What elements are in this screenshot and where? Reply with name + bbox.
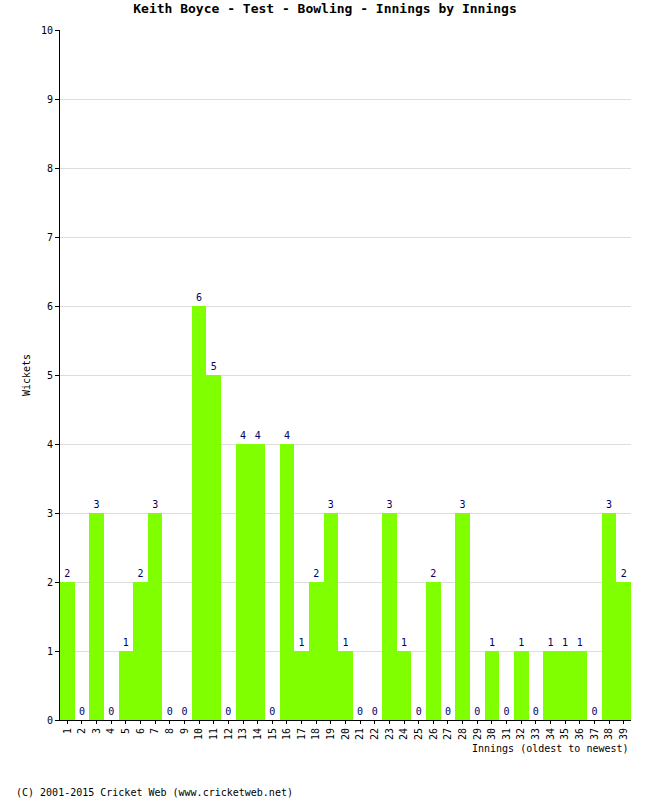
svg-text:1: 1 xyxy=(577,637,583,648)
svg-text:Keith Boyce - Test - Bowling -: Keith Boyce - Test - Bowling - Innings b… xyxy=(133,1,517,16)
svg-text:0: 0 xyxy=(108,706,114,717)
svg-text:0: 0 xyxy=(181,706,187,717)
svg-text:4: 4 xyxy=(255,430,261,441)
svg-text:1: 1 xyxy=(342,637,348,648)
svg-text:30: 30 xyxy=(486,728,497,740)
svg-text:13: 13 xyxy=(237,728,248,740)
svg-text:7: 7 xyxy=(47,232,53,243)
svg-text:2: 2 xyxy=(47,577,53,588)
svg-text:0: 0 xyxy=(533,706,539,717)
svg-text:4: 4 xyxy=(47,439,53,450)
svg-text:2: 2 xyxy=(76,728,87,734)
svg-text:0: 0 xyxy=(591,706,597,717)
svg-text:12: 12 xyxy=(223,728,234,740)
svg-text:26: 26 xyxy=(428,728,439,740)
svg-text:0: 0 xyxy=(416,706,422,717)
svg-text:8: 8 xyxy=(164,728,175,734)
svg-text:21: 21 xyxy=(354,728,365,740)
svg-text:32: 32 xyxy=(515,728,526,740)
svg-text:(C) 2001-2015 Cricket Web (www: (C) 2001-2015 Cricket Web (www.cricketwe… xyxy=(16,787,293,798)
svg-text:3: 3 xyxy=(91,728,102,734)
svg-text:0: 0 xyxy=(474,706,480,717)
svg-text:6: 6 xyxy=(135,728,146,734)
svg-text:1: 1 xyxy=(123,637,129,648)
svg-text:Innings (oldest to newest): Innings (oldest to newest) xyxy=(472,743,629,754)
svg-text:25: 25 xyxy=(413,728,424,740)
svg-text:22: 22 xyxy=(369,728,380,740)
svg-text:20: 20 xyxy=(340,728,351,740)
svg-text:0: 0 xyxy=(357,706,363,717)
svg-text:14: 14 xyxy=(252,728,263,740)
svg-text:1: 1 xyxy=(299,637,305,648)
svg-text:2: 2 xyxy=(138,568,144,579)
svg-text:0: 0 xyxy=(167,706,173,717)
svg-text:34: 34 xyxy=(545,728,556,740)
svg-text:1: 1 xyxy=(489,637,495,648)
svg-text:0: 0 xyxy=(504,706,510,717)
svg-text:1: 1 xyxy=(562,637,568,648)
svg-text:1: 1 xyxy=(547,637,553,648)
svg-text:37: 37 xyxy=(589,728,600,740)
svg-text:7: 7 xyxy=(149,728,160,734)
svg-text:0: 0 xyxy=(225,706,231,717)
svg-text:24: 24 xyxy=(398,728,409,740)
svg-text:29: 29 xyxy=(472,728,483,740)
svg-text:0: 0 xyxy=(445,706,451,717)
svg-text:3: 3 xyxy=(328,499,334,510)
svg-text:23: 23 xyxy=(384,728,395,740)
svg-text:4: 4 xyxy=(105,728,116,734)
svg-text:3: 3 xyxy=(94,499,100,510)
svg-text:3: 3 xyxy=(460,499,466,510)
svg-text:11: 11 xyxy=(208,728,219,740)
svg-text:1: 1 xyxy=(62,728,73,734)
svg-text:38: 38 xyxy=(603,728,614,740)
svg-text:1: 1 xyxy=(401,637,407,648)
svg-text:15: 15 xyxy=(267,728,278,740)
svg-text:9: 9 xyxy=(179,728,190,734)
svg-text:5: 5 xyxy=(211,361,217,372)
svg-text:2: 2 xyxy=(621,568,627,579)
svg-text:9: 9 xyxy=(47,94,53,105)
svg-text:2: 2 xyxy=(313,568,319,579)
svg-text:3: 3 xyxy=(606,499,612,510)
svg-text:5: 5 xyxy=(47,370,53,381)
svg-text:18: 18 xyxy=(310,728,321,740)
svg-text:16: 16 xyxy=(281,728,292,740)
svg-text:3: 3 xyxy=(152,499,158,510)
svg-text:17: 17 xyxy=(296,728,307,740)
svg-text:39: 39 xyxy=(618,728,629,740)
svg-text:2: 2 xyxy=(430,568,436,579)
svg-text:27: 27 xyxy=(442,728,453,740)
svg-text:0: 0 xyxy=(79,706,85,717)
svg-text:1: 1 xyxy=(518,637,524,648)
svg-text:6: 6 xyxy=(47,301,53,312)
svg-text:19: 19 xyxy=(325,728,336,740)
svg-text:0: 0 xyxy=(372,706,378,717)
svg-text:3: 3 xyxy=(386,499,392,510)
svg-text:3: 3 xyxy=(47,508,53,519)
svg-text:4: 4 xyxy=(240,430,246,441)
svg-text:4: 4 xyxy=(284,430,290,441)
svg-text:36: 36 xyxy=(574,728,585,740)
svg-text:8: 8 xyxy=(47,163,53,174)
svg-text:10: 10 xyxy=(193,728,204,740)
svg-text:2: 2 xyxy=(64,568,70,579)
svg-text:6: 6 xyxy=(196,292,202,303)
svg-text:5: 5 xyxy=(120,728,131,734)
svg-text:0: 0 xyxy=(47,715,53,726)
svg-text:Wickets: Wickets xyxy=(21,354,32,396)
svg-text:31: 31 xyxy=(501,728,512,740)
svg-text:35: 35 xyxy=(559,728,570,740)
svg-text:28: 28 xyxy=(457,728,468,740)
svg-text:0: 0 xyxy=(269,706,275,717)
svg-text:10: 10 xyxy=(41,25,53,36)
svg-text:1: 1 xyxy=(47,646,53,657)
svg-text:33: 33 xyxy=(530,728,541,740)
